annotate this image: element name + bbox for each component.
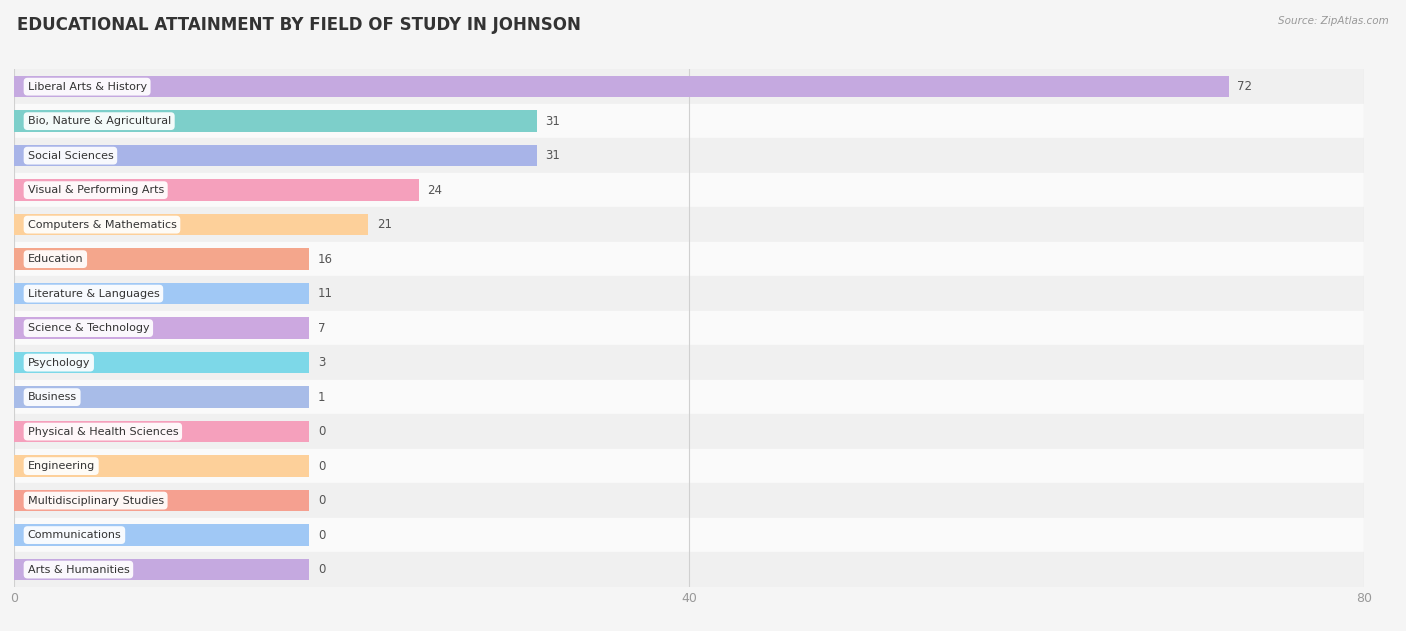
Text: 21: 21: [377, 218, 392, 231]
Text: Science & Technology: Science & Technology: [28, 323, 149, 333]
Text: 72: 72: [1237, 80, 1253, 93]
Text: Multidisciplinary Studies: Multidisciplinary Studies: [28, 495, 163, 505]
Text: Education: Education: [28, 254, 83, 264]
Text: 31: 31: [546, 115, 561, 127]
Bar: [14, 208, 1364, 242]
Text: 16: 16: [318, 252, 333, 266]
Text: 0: 0: [318, 459, 325, 473]
Bar: [14, 483, 1364, 518]
Text: 1: 1: [318, 391, 325, 404]
Bar: [14, 138, 1364, 173]
Text: Visual & Performing Arts: Visual & Performing Arts: [28, 185, 165, 195]
Text: Psychology: Psychology: [28, 358, 90, 368]
Bar: [14, 380, 1364, 415]
Bar: [14, 559, 309, 581]
Text: Source: ZipAtlas.com: Source: ZipAtlas.com: [1278, 16, 1389, 26]
Text: Engineering: Engineering: [28, 461, 94, 471]
Bar: [14, 456, 309, 477]
Bar: [14, 552, 1364, 587]
Text: 31: 31: [546, 149, 561, 162]
Bar: [14, 311, 1364, 345]
Text: EDUCATIONAL ATTAINMENT BY FIELD OF STUDY IN JOHNSON: EDUCATIONAL ATTAINMENT BY FIELD OF STUDY…: [17, 16, 581, 34]
Bar: [14, 415, 1364, 449]
Text: 0: 0: [318, 425, 325, 438]
Bar: [14, 249, 309, 270]
Bar: [14, 386, 309, 408]
Text: Liberal Arts & History: Liberal Arts & History: [28, 81, 146, 91]
Text: Bio, Nature & Agricultural: Bio, Nature & Agricultural: [28, 116, 170, 126]
Text: 24: 24: [427, 184, 443, 197]
Bar: [14, 104, 1364, 138]
Bar: [14, 179, 419, 201]
Bar: [14, 524, 309, 546]
Text: 11: 11: [318, 287, 333, 300]
Bar: [14, 352, 309, 374]
Text: 7: 7: [318, 322, 325, 334]
Bar: [14, 490, 309, 511]
Bar: [14, 345, 1364, 380]
Text: 0: 0: [318, 563, 325, 576]
Text: Physical & Health Sciences: Physical & Health Sciences: [28, 427, 179, 437]
Bar: [14, 449, 1364, 483]
Text: 3: 3: [318, 356, 325, 369]
Text: 0: 0: [318, 529, 325, 541]
Text: 0: 0: [318, 494, 325, 507]
Bar: [14, 421, 309, 442]
Bar: [14, 242, 1364, 276]
Text: Social Sciences: Social Sciences: [28, 151, 114, 161]
Bar: [14, 173, 1364, 208]
Text: Computers & Mathematics: Computers & Mathematics: [28, 220, 176, 230]
Text: Literature & Languages: Literature & Languages: [28, 288, 159, 298]
Text: Communications: Communications: [28, 530, 121, 540]
Bar: [14, 283, 309, 304]
Bar: [14, 214, 368, 235]
Text: Business: Business: [28, 392, 77, 402]
Bar: [14, 317, 309, 339]
Bar: [14, 110, 537, 132]
Bar: [14, 69, 1364, 104]
Bar: [14, 518, 1364, 552]
Text: Arts & Humanities: Arts & Humanities: [28, 565, 129, 575]
Bar: [14, 276, 1364, 311]
Bar: [14, 145, 537, 167]
Bar: [14, 76, 1229, 97]
